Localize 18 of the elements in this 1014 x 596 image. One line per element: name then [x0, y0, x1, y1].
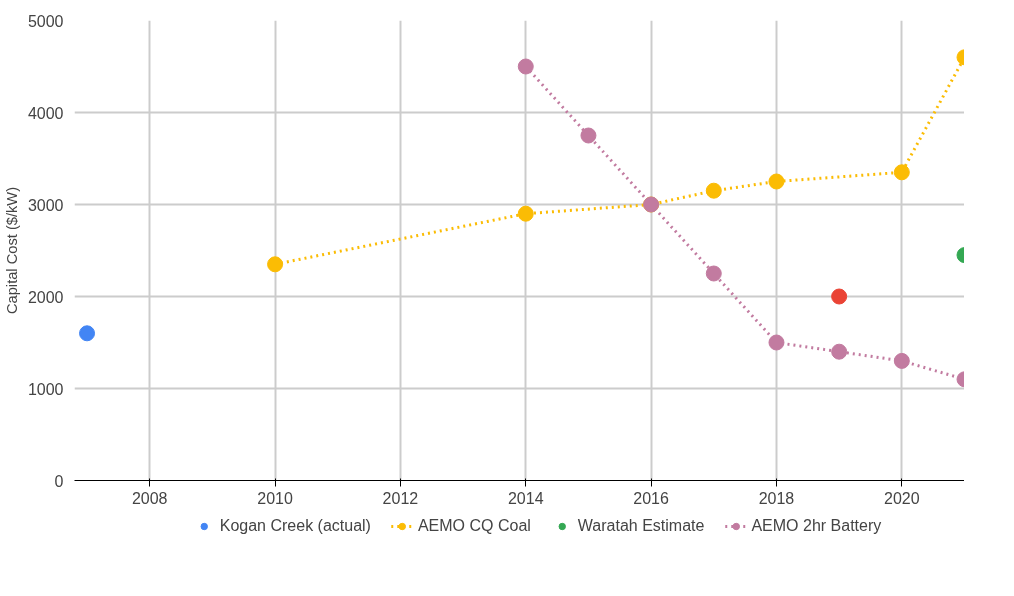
legend-label: Kogan Creek (actual) [219, 517, 371, 535]
y-tick-label: 1000 [27, 380, 64, 398]
x-tick-label: 2014 [507, 489, 544, 507]
x-tick-label: 2008 [131, 489, 168, 507]
y-tick-label: 2000 [27, 288, 64, 306]
y-tick-label: 0 [54, 472, 64, 490]
y-tick-label: 3000 [27, 196, 64, 214]
x-tick-label: 2010 [257, 489, 293, 507]
x-tick-label: 2018 [758, 489, 795, 507]
x-tick-label: 2020 [884, 489, 920, 507]
x-tick-label: 2012 [382, 489, 419, 507]
y-tick-label: 5000 [27, 12, 64, 30]
legend-label: Waratah Estimate [577, 517, 705, 535]
y-tick-label: 4000 [27, 104, 64, 122]
legend-label: AEMO CQ Coal [417, 517, 531, 535]
y-axis-title: Capital Cost ($/kW) [3, 186, 20, 315]
legend-label: AEMO 2hr Battery [751, 517, 882, 535]
x-tick-label: 2016 [633, 489, 670, 507]
